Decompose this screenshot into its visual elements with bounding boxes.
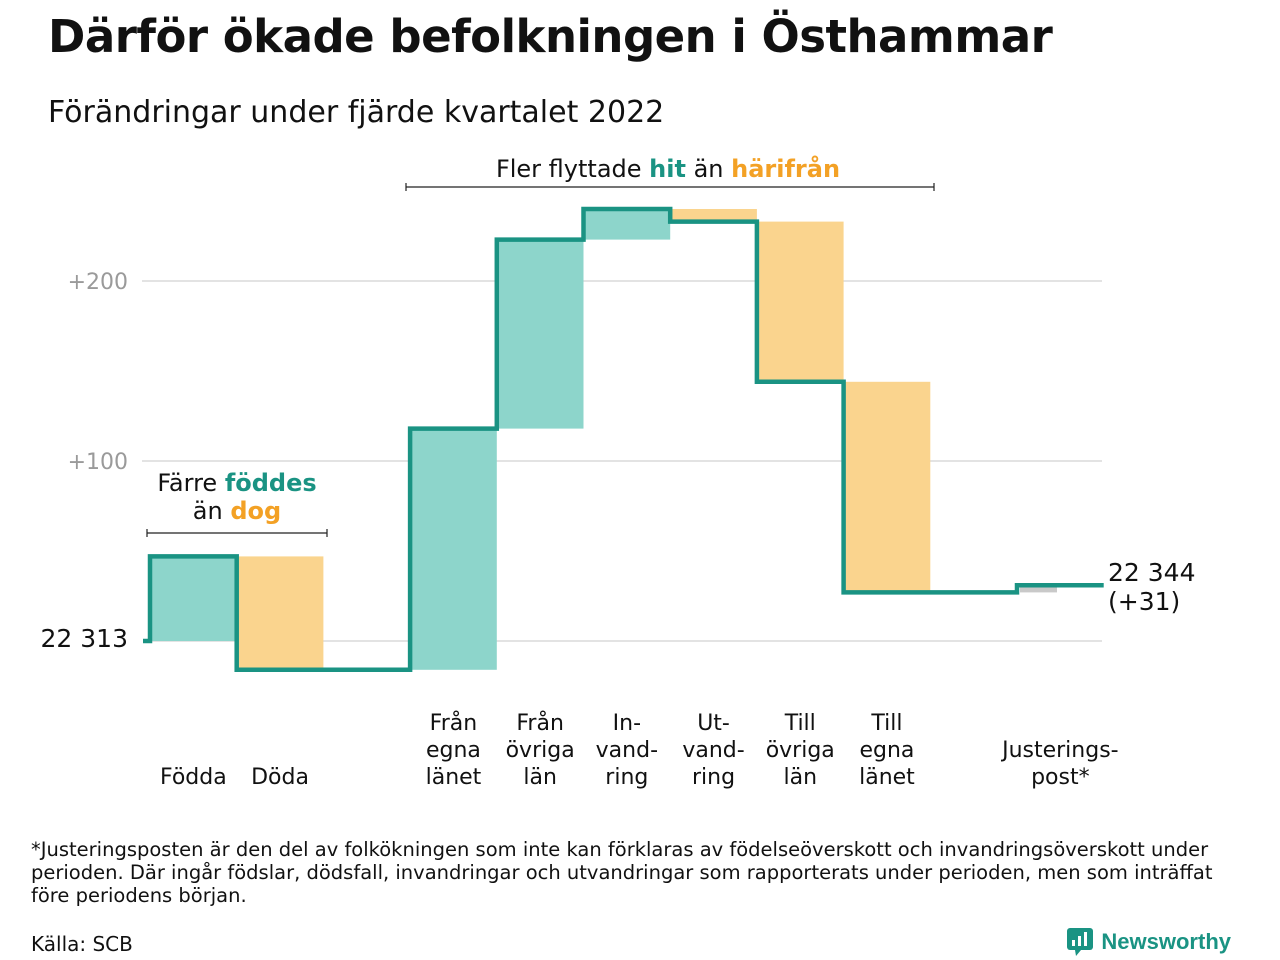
bar-adjustment [1020, 585, 1057, 593]
category-label: Födda [160, 765, 227, 790]
category-label: övriga [766, 738, 835, 763]
category-labels: Födda DödaFrånegnalänetFrånövrigalänIn-va… [160, 710, 1119, 790]
bar-increase [583, 209, 671, 240]
category-label: länet [859, 765, 915, 790]
step-line-path [143, 206, 1104, 673]
category-label: Justerings- [1000, 738, 1119, 763]
annotation-births-line2: än dog [193, 497, 281, 525]
category-label: vand- [682, 738, 744, 763]
brand-name: Newsworthy [1101, 929, 1231, 954]
step-line [143, 206, 1104, 673]
bar-decrease [843, 381, 931, 593]
waterfall-chart: +100+200 Födda DödaFrånegnalänetFrånövrig… [41, 154, 1196, 790]
category-label: ring [692, 765, 735, 790]
category-label: Döda [251, 765, 309, 790]
category-label: Från [430, 710, 478, 736]
category-label: länet [426, 765, 482, 790]
start-value-label: 22 313 [41, 624, 128, 653]
bar-increase [410, 428, 497, 670]
category-label: vand- [596, 738, 658, 763]
bar-decrease [670, 209, 757, 222]
end-value-label: 22 344 [1108, 558, 1195, 587]
category-label: övriga [506, 738, 575, 763]
chart-subtitle: Förändringar under fjärde kvartalet 2022 [48, 95, 665, 130]
category-label: län [783, 765, 817, 790]
category-label: Till [784, 711, 816, 736]
category-label: Ut- [697, 711, 730, 736]
y-tick-label: +100 [68, 450, 128, 475]
category-label: Till [870, 711, 902, 736]
annotation-births-line1: Färre föddes [157, 469, 316, 497]
chart-title: Därför ökade befolkningen i Östhammar [48, 10, 1053, 63]
newsworthy-logo-icon [1067, 928, 1094, 956]
bar-increase [496, 239, 584, 429]
bars [150, 209, 1057, 670]
source-label: Källa: SCB [31, 932, 133, 956]
end-labels: 22 313 22 344(+31) [41, 558, 1196, 653]
category-label: egna [859, 738, 914, 763]
category-label: In- [613, 711, 641, 736]
y-tick-label: +200 [68, 270, 128, 295]
gridlines: +100 +200 [68, 270, 1102, 642]
category-label: Från [516, 710, 564, 736]
bar-increase [150, 556, 237, 641]
category-label: ring [605, 765, 648, 790]
annotation-migration: Fler flyttade hit än härifrån [496, 154, 840, 183]
footnote: *Justeringsposten är den del av folkökni… [31, 838, 1213, 907]
category-label: post* [1031, 765, 1090, 790]
brand-logo: Newsworthy [1067, 928, 1231, 956]
bar-decrease [236, 556, 324, 670]
bar-decrease [756, 221, 844, 382]
category-label: län [523, 765, 557, 790]
category-label: egna [426, 738, 481, 763]
end-value-label: (+31) [1108, 587, 1180, 616]
